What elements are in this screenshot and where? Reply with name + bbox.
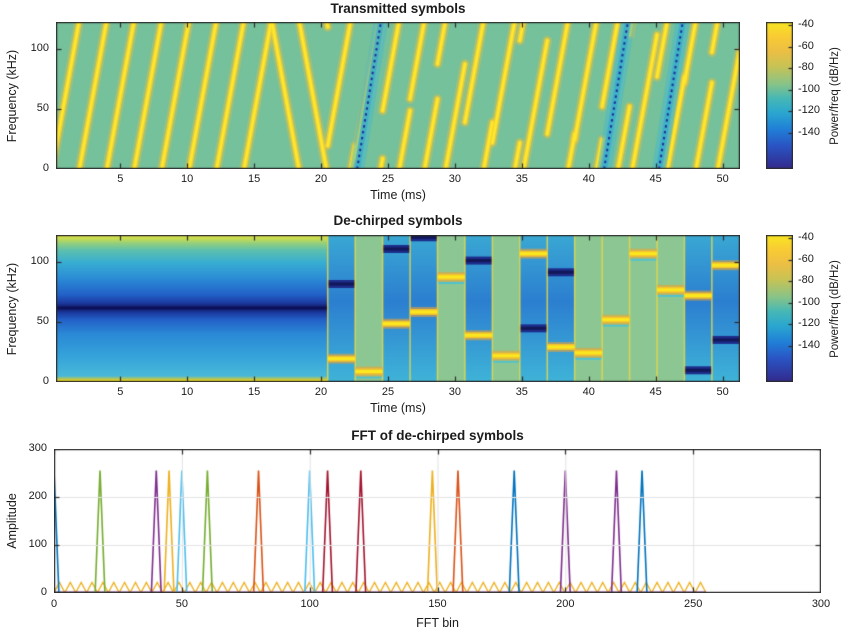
x-tick-label: 45 [649, 173, 662, 185]
colorbar-2-label: Power/freq (dB/Hz) [829, 259, 841, 358]
x-tick-label: 100 [300, 598, 319, 610]
x-tick-label: 20 [314, 386, 328, 398]
x-tick-label: 150 [428, 598, 447, 610]
x-tick-label: 50 [716, 173, 729, 185]
y-tick-label: 300 [28, 442, 47, 454]
x-tick-label: 15 [247, 173, 261, 185]
colorbar-tick-label: -80 [798, 274, 814, 287]
x-tick-label: 35 [515, 386, 528, 398]
colorbar-1-label: Power/freq (dB/Hz) [829, 46, 841, 145]
x-tick-label: 0 [50, 598, 58, 610]
subplot2-title: De-chirped symbols [333, 213, 463, 228]
colorbar-tick-label: -60 [798, 39, 814, 52]
x-tick-label: 30 [448, 173, 461, 185]
y-tick-label: 50 [36, 315, 49, 328]
colorbar-tick-label: -80 [798, 61, 814, 74]
x-tick-label: 15 [247, 386, 261, 398]
x-tick-label: 10 [181, 386, 194, 398]
subplot1-xlabel: Time (ms) [370, 188, 426, 202]
subplot2-xlabel: Time (ms) [370, 401, 426, 415]
colorbar-tick-label: -40 [798, 18, 814, 30]
y-tick-label: 100 [28, 538, 47, 550]
y-tick-label: 200 [28, 490, 47, 502]
x-tick-label: 5 [117, 386, 124, 398]
x-tick-label: 25 [381, 173, 395, 185]
x-tick-label: 300 [811, 598, 831, 610]
colorbar-tick-label: -140 [798, 125, 821, 138]
x-tick-label: 50 [716, 386, 729, 398]
fft-plot [54, 449, 821, 593]
y-tick-label: 50 [36, 102, 49, 115]
subplot1-title: Transmitted symbols [330, 1, 466, 16]
x-tick-label: 50 [175, 598, 188, 610]
dechirped-spectrogram [56, 235, 740, 382]
subplot3-title: FFT of de-chirped symbols [351, 428, 524, 443]
colorbar-tick-label: -60 [798, 252, 814, 265]
x-tick-label: 200 [556, 598, 575, 610]
y-tick-label: 100 [30, 255, 49, 268]
x-tick-label: 35 [515, 173, 528, 185]
x-tick-label: 40 [582, 173, 595, 185]
colorbar-2 [766, 235, 793, 382]
subplot3-xlabel: FFT bin [416, 616, 459, 630]
x-tick-label: 10 [181, 173, 194, 185]
x-tick-label: 250 [683, 598, 703, 610]
x-tick-label: 20 [314, 173, 328, 185]
transmitted-spectrogram [56, 22, 740, 169]
colorbar-tick-label: -140 [798, 338, 821, 351]
colorbar-1 [766, 22, 793, 169]
colorbar-tick-label: -120 [798, 104, 821, 117]
colorbar-tick-label: -100 [798, 295, 821, 308]
x-tick-label: 5 [117, 173, 124, 185]
y-tick-label: 100 [30, 42, 49, 55]
y-tick-label: 0 [40, 586, 47, 598]
x-tick-label: 30 [448, 386, 461, 398]
colorbar-tick-label: -120 [798, 317, 821, 330]
colorbar-tick-label: -40 [798, 231, 814, 243]
y-tick-label: 0 [42, 162, 49, 174]
y-tick-label: 0 [42, 375, 49, 387]
x-tick-label: 45 [649, 386, 662, 398]
x-tick-label: 25 [381, 386, 395, 398]
x-tick-label: 40 [582, 386, 595, 398]
colorbar-tick-label: -100 [798, 82, 821, 95]
